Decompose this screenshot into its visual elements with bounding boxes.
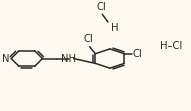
Text: Cl: Cl (132, 49, 142, 59)
Text: H–Cl: H–Cl (159, 41, 182, 51)
Text: Cl: Cl (84, 34, 94, 44)
Text: H: H (111, 23, 118, 33)
Text: NH: NH (61, 54, 76, 63)
Text: N: N (2, 54, 10, 63)
Text: Cl: Cl (97, 2, 107, 12)
